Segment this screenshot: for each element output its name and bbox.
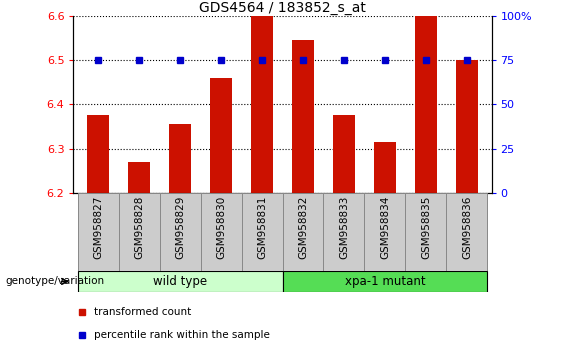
Bar bbox=[446, 193, 488, 271]
Text: GSM958830: GSM958830 bbox=[216, 195, 226, 258]
Text: GSM958834: GSM958834 bbox=[380, 195, 390, 259]
Bar bbox=[159, 193, 201, 271]
Text: percentile rank within the sample: percentile rank within the sample bbox=[94, 330, 270, 341]
Text: transformed count: transformed count bbox=[94, 307, 192, 318]
Text: xpa-1 mutant: xpa-1 mutant bbox=[345, 275, 425, 288]
Bar bbox=[119, 193, 159, 271]
Bar bbox=[77, 271, 282, 292]
Bar bbox=[169, 124, 192, 193]
Bar bbox=[201, 193, 241, 271]
Bar bbox=[251, 16, 273, 193]
Bar bbox=[77, 193, 119, 271]
Text: wild type: wild type bbox=[153, 275, 207, 288]
Bar bbox=[456, 60, 478, 193]
Bar bbox=[241, 193, 282, 271]
Text: GSM958835: GSM958835 bbox=[421, 195, 431, 259]
Text: GSM958828: GSM958828 bbox=[134, 195, 144, 259]
Bar bbox=[128, 162, 150, 193]
Text: GSM958833: GSM958833 bbox=[339, 195, 349, 259]
Text: GSM958829: GSM958829 bbox=[175, 195, 185, 259]
Text: GSM958827: GSM958827 bbox=[93, 195, 103, 259]
Bar bbox=[282, 271, 488, 292]
Bar bbox=[415, 16, 437, 193]
Text: GSM958836: GSM958836 bbox=[462, 195, 472, 259]
Text: genotype/variation: genotype/variation bbox=[6, 276, 105, 286]
Bar bbox=[292, 40, 314, 193]
Bar bbox=[324, 193, 364, 271]
Bar bbox=[364, 193, 406, 271]
Bar bbox=[333, 115, 355, 193]
Bar bbox=[210, 78, 232, 193]
Text: GSM958831: GSM958831 bbox=[257, 195, 267, 259]
Bar bbox=[87, 115, 109, 193]
Bar bbox=[373, 142, 396, 193]
Bar bbox=[282, 193, 324, 271]
Text: GSM958832: GSM958832 bbox=[298, 195, 308, 259]
Title: GDS4564 / 183852_s_at: GDS4564 / 183852_s_at bbox=[199, 1, 366, 15]
Bar bbox=[406, 193, 446, 271]
